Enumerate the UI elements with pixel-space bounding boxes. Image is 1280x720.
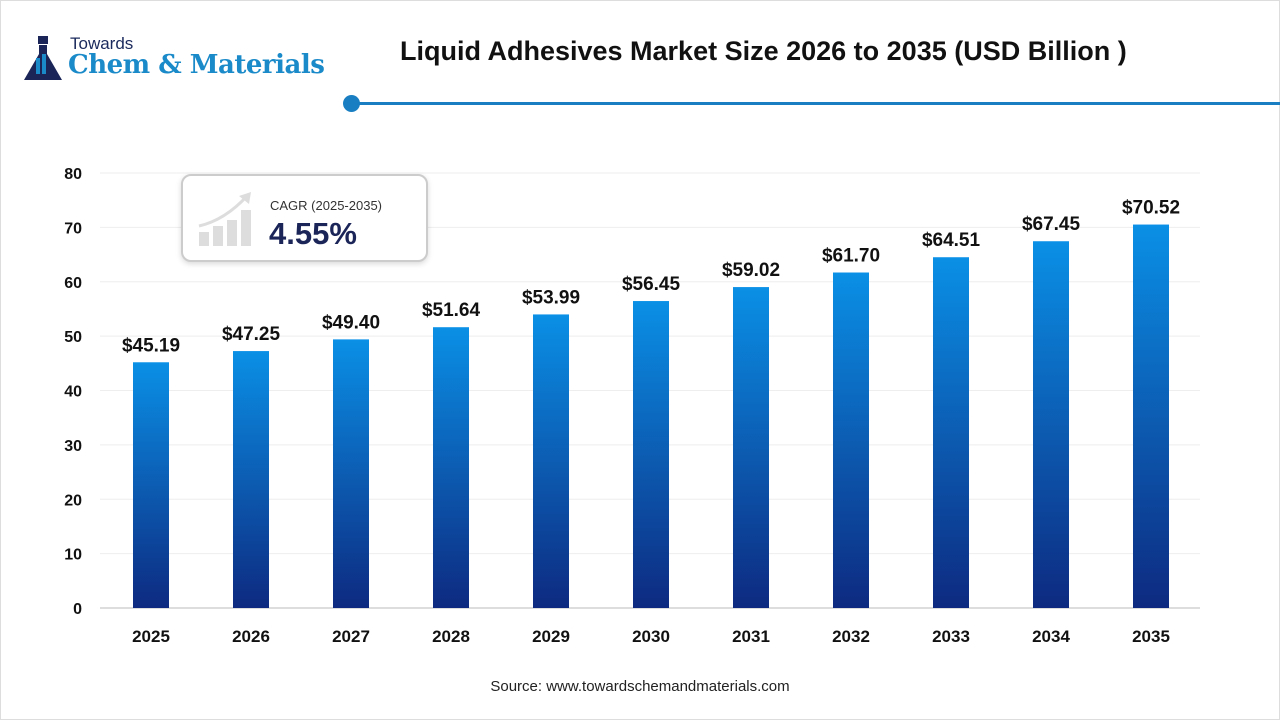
bar-2033 (933, 257, 969, 608)
data-label: $70.52 (1122, 198, 1180, 219)
title-underline (352, 102, 1280, 105)
cagr-label: CAGR (2025-2035) (270, 198, 382, 213)
x-tick-label: 2029 (532, 627, 570, 646)
data-label: $47.25 (222, 324, 281, 345)
y-tick-label: 70 (64, 220, 82, 237)
data-label: $56.45 (622, 274, 681, 295)
data-label: $49.40 (322, 312, 380, 333)
y-tick-label: 0 (73, 601, 82, 618)
bar-2030 (633, 301, 669, 608)
bar-2032 (833, 272, 869, 608)
x-tick-label: 2033 (932, 627, 970, 646)
bar-2028 (433, 327, 469, 608)
bar-2027 (333, 339, 369, 608)
y-tick-label: 20 (64, 492, 82, 509)
x-tick-label: 2028 (432, 627, 470, 646)
bar-2026 (233, 351, 269, 608)
x-tick-label: 2031 (732, 627, 770, 646)
data-label: $61.70 (822, 246, 880, 267)
bar-2025 (133, 362, 169, 608)
y-tick-label: 50 (64, 329, 82, 346)
logo-name: Chem & Materials (68, 50, 325, 80)
y-tick-label: 40 (64, 384, 82, 401)
data-label: $51.64 (422, 300, 481, 321)
x-tick-label: 2026 (232, 627, 270, 646)
x-tick-label: 2035 (1132, 627, 1170, 646)
title-dot (343, 95, 360, 112)
bar-2035 (1133, 224, 1169, 609)
x-tick-label: 2025 (132, 627, 170, 646)
data-label: $64.51 (922, 230, 981, 251)
y-tick-label: 10 (64, 547, 82, 564)
chart-title: Liquid Adhesives Market Size 2026 to 203… (400, 36, 1127, 66)
x-tick-label: 2034 (1032, 627, 1070, 646)
source-text: Source: www.towardschemandmaterials.com (490, 678, 790, 695)
data-label: $45.19 (122, 335, 180, 356)
x-tick-label: 2027 (332, 627, 370, 646)
data-label: $67.45 (1022, 214, 1081, 235)
y-tick-label: 30 (64, 438, 82, 455)
logo-towards: Towards (70, 34, 134, 53)
data-label: $53.99 (522, 287, 580, 308)
bar-2031 (733, 287, 769, 608)
logo: Towards Chem & Materials (22, 34, 342, 88)
x-tick-label: 2032 (832, 627, 870, 646)
cagr-value: 4.55% (269, 216, 357, 251)
flask-icon (24, 36, 62, 80)
data-label: $59.02 (722, 260, 780, 281)
cagr-box: CAGR (2025-2035) 4.55% (181, 174, 428, 262)
x-tick-label: 2030 (632, 627, 670, 646)
y-tick-label: 60 (64, 275, 82, 292)
growth-chart-icon (198, 192, 251, 246)
bar-2029 (533, 314, 569, 608)
y-tick-label: 80 (64, 166, 82, 183)
bar-2034 (1033, 241, 1069, 608)
